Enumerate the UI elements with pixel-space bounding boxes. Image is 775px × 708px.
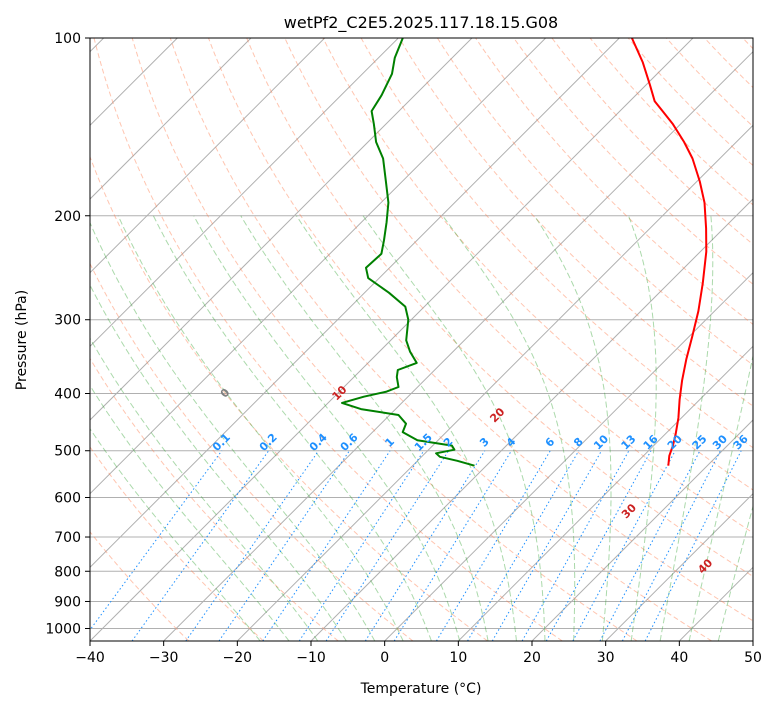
- mixing-ratio-line: [364, 450, 486, 641]
- dry-adiabat-line: [131, 38, 638, 641]
- x-tick-label: 20: [523, 650, 541, 666]
- dry-adiabat-line: [208, 38, 753, 622]
- mixing-ratio-line: [185, 450, 320, 641]
- dry-adiabat-line: [398, 38, 753, 407]
- y-tick-label: 300: [54, 313, 81, 329]
- mixing-ratio-line: [491, 450, 602, 641]
- mixing-ratio-line: [521, 450, 630, 641]
- dry-adiabat-line: [93, 38, 563, 641]
- y-tick-label: 900: [54, 594, 81, 610]
- y-tick-label: 400: [54, 387, 81, 403]
- axis-layer: −40 −30 −20 −10 0 10 20 30 40 50 100 200 300 400 500 60…: [45, 31, 762, 666]
- moist-adiabat-line: [659, 215, 714, 641]
- y-tick-label: 500: [54, 444, 81, 460]
- y-tick-label: 100: [54, 31, 81, 47]
- dry-adiabat-line: [90, 262, 414, 641]
- chart-title: wetPf2_C2E5.2025.117.18.15.G08: [284, 13, 558, 33]
- isotherm-line: [90, 38, 473, 421]
- x-tick-label: −10: [296, 650, 326, 666]
- dry-adiabat-line: [90, 531, 190, 641]
- mixing-ratio-line: [218, 450, 350, 641]
- y-tick-label: 200: [54, 209, 81, 225]
- moist-adiabat-line: [90, 283, 347, 641]
- y-tick-label: 600: [54, 490, 81, 506]
- y-tick-label: 800: [54, 564, 81, 580]
- moist-adiabat-line: [90, 384, 290, 641]
- dry-adiabat-line: [551, 38, 753, 245]
- mixing-ratio-line: [131, 450, 270, 641]
- isotherm-line: [90, 38, 547, 495]
- x-tick-label: −20: [223, 650, 253, 666]
- y-axis-title: Pressure (hPa): [14, 290, 30, 390]
- dry-adiabat-line: [322, 38, 753, 491]
- x-tick-label: 10: [449, 650, 467, 666]
- isotherm-line: [90, 38, 399, 348]
- moist-adiabat-line: [90, 221, 376, 641]
- x-tick-label: −30: [149, 650, 179, 666]
- isotherm-line: [310, 198, 753, 641]
- moist-adiabat-line: [90, 427, 261, 641]
- x-axis-title: Temperature (°C): [360, 681, 482, 697]
- dry-adiabat-line: [169, 38, 712, 641]
- isotherm-line: [90, 38, 326, 274]
- mixing-ratio-line: [545, 450, 652, 641]
- dry-adiabat-line: [284, 38, 753, 534]
- dry-adiabat-line: [246, 38, 753, 578]
- isotherm-line: [90, 38, 620, 569]
- moist-adiabat-line: [193, 215, 461, 641]
- moist-adiabat-line: [90, 337, 319, 641]
- isotherm-line: [90, 38, 252, 200]
- dry-adiabat-line: [360, 38, 753, 449]
- x-tick-label: 40: [670, 650, 688, 666]
- x-tick-label: 0: [380, 650, 389, 666]
- dewpoint-profile-line: [341, 38, 475, 467]
- mixing-ratio-line: [572, 450, 676, 641]
- moist-adiabat-line: [534, 215, 612, 641]
- mixing-ratio-line: [325, 450, 450, 641]
- isotherm-line: [457, 345, 753, 641]
- moist-adiabat-line: [296, 215, 517, 641]
- x-tick-label: 50: [744, 650, 762, 666]
- moist-adiabat-line: [240, 215, 489, 641]
- temperature-profile-line: [630, 38, 708, 466]
- x-tick-label: −40: [75, 650, 105, 666]
- moist-adiabat-line: [442, 215, 576, 641]
- x-tick-label: 30: [597, 650, 615, 666]
- series-layer: [341, 38, 708, 467]
- isotherm-line: [384, 271, 753, 641]
- mixing-ratio-line: [467, 450, 580, 641]
- y-tick-label: 1000: [45, 621, 81, 637]
- grid-layer: [90, 38, 753, 641]
- isotherm-line: [531, 419, 753, 641]
- isotherm-line: [236, 124, 753, 641]
- isotherm-line: [163, 50, 753, 641]
- dry-adiabat-line: [90, 357, 339, 641]
- moist-adiabat-line: [152, 215, 432, 641]
- reference-lines-layer: [90, 38, 753, 641]
- moist-adiabat-line: [628, 215, 657, 641]
- plot-frame: [89, 37, 754, 642]
- dry-adiabat-line: [475, 38, 753, 325]
- y-tick-label: 700: [54, 530, 81, 546]
- dry-adiabat-line: [436, 38, 753, 366]
- mixing-ratio-line: [393, 450, 512, 641]
- moist-adiabat-line: [362, 215, 546, 641]
- isotherm-line: [605, 492, 753, 641]
- mixing-ratio-line: [90, 450, 223, 631]
- dry-adiabat-line: [90, 155, 488, 641]
- moist-adiabat-line: [117, 215, 404, 641]
- mixing-ratio-line: [435, 450, 551, 641]
- isotherm-line: [90, 38, 694, 641]
- moist-adiabat-line: [688, 353, 753, 641]
